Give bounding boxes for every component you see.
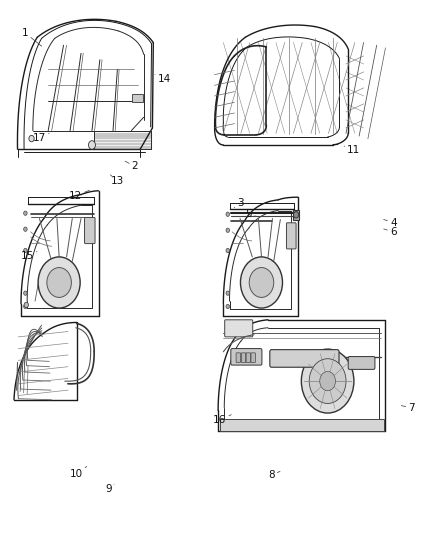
Circle shape xyxy=(24,227,27,231)
Circle shape xyxy=(24,248,27,253)
Bar xyxy=(220,419,384,431)
Text: 6: 6 xyxy=(384,227,397,237)
Text: 7: 7 xyxy=(401,403,415,413)
FancyBboxPatch shape xyxy=(231,349,262,365)
Circle shape xyxy=(226,248,230,253)
Circle shape xyxy=(24,291,27,295)
Text: 15: 15 xyxy=(21,251,37,261)
Circle shape xyxy=(240,257,283,308)
Text: 9: 9 xyxy=(105,484,114,494)
Text: 3: 3 xyxy=(234,198,244,208)
FancyBboxPatch shape xyxy=(286,223,296,249)
FancyBboxPatch shape xyxy=(225,320,253,337)
FancyBboxPatch shape xyxy=(251,353,255,362)
Text: 8: 8 xyxy=(268,471,280,480)
Circle shape xyxy=(309,359,346,403)
Circle shape xyxy=(249,268,274,297)
FancyBboxPatch shape xyxy=(270,350,339,367)
Text: 12: 12 xyxy=(69,190,89,201)
Text: 17: 17 xyxy=(33,133,49,142)
Circle shape xyxy=(301,349,354,413)
Text: 2: 2 xyxy=(125,161,138,171)
Circle shape xyxy=(293,212,299,218)
FancyBboxPatch shape xyxy=(85,217,95,244)
Circle shape xyxy=(24,302,28,308)
FancyBboxPatch shape xyxy=(236,353,240,362)
Text: 1: 1 xyxy=(22,28,42,46)
Circle shape xyxy=(47,268,71,297)
Circle shape xyxy=(88,141,95,149)
Text: 13: 13 xyxy=(110,175,124,186)
Circle shape xyxy=(24,304,27,309)
FancyBboxPatch shape xyxy=(348,357,375,369)
Text: 14: 14 xyxy=(155,74,171,84)
Circle shape xyxy=(29,135,34,142)
Text: 4: 4 xyxy=(384,218,397,228)
Text: 5: 5 xyxy=(245,209,258,219)
Circle shape xyxy=(38,257,80,308)
Circle shape xyxy=(226,304,230,309)
Circle shape xyxy=(226,291,230,295)
Text: 10: 10 xyxy=(70,466,87,479)
Text: 11: 11 xyxy=(344,146,360,155)
Circle shape xyxy=(226,212,230,216)
Text: 16: 16 xyxy=(213,415,231,425)
Bar xyxy=(132,94,143,102)
Bar xyxy=(293,210,299,220)
FancyBboxPatch shape xyxy=(246,353,251,362)
Circle shape xyxy=(226,228,230,232)
FancyBboxPatch shape xyxy=(241,353,246,362)
Circle shape xyxy=(24,211,27,215)
Circle shape xyxy=(320,372,336,391)
